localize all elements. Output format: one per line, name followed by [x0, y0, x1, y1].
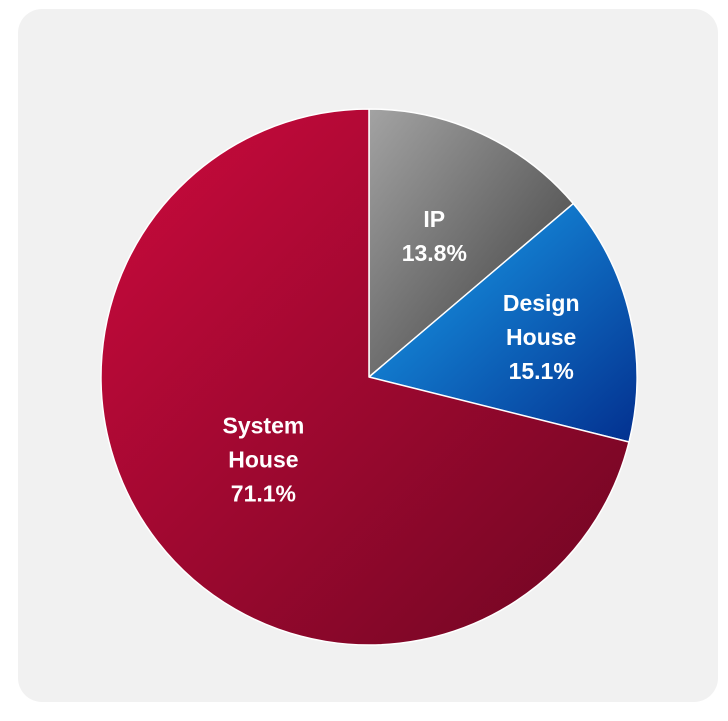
slice-label-line: System: [222, 413, 304, 439]
pie-slice-ip: [368, 108, 575, 378]
pie-slice-system-house: [100, 108, 630, 646]
pie-slice-design-house: [368, 202, 638, 443]
slice-label-line: 15.1%: [509, 358, 574, 384]
slice-label-system-house: System House 71.1%: [222, 413, 304, 507]
slice-label-design-house: Design House 15.1%: [503, 290, 580, 384]
slice-label-line: IP: [423, 206, 445, 232]
slice-label-ip: IP 13.8%: [402, 206, 467, 266]
slice-label-line: House: [506, 324, 576, 350]
slice-label-line: Design: [503, 290, 580, 316]
slice-label-line: 71.1%: [231, 481, 296, 507]
slice-label-line: 13.8%: [402, 240, 467, 266]
slice-label-line: House: [228, 447, 298, 473]
